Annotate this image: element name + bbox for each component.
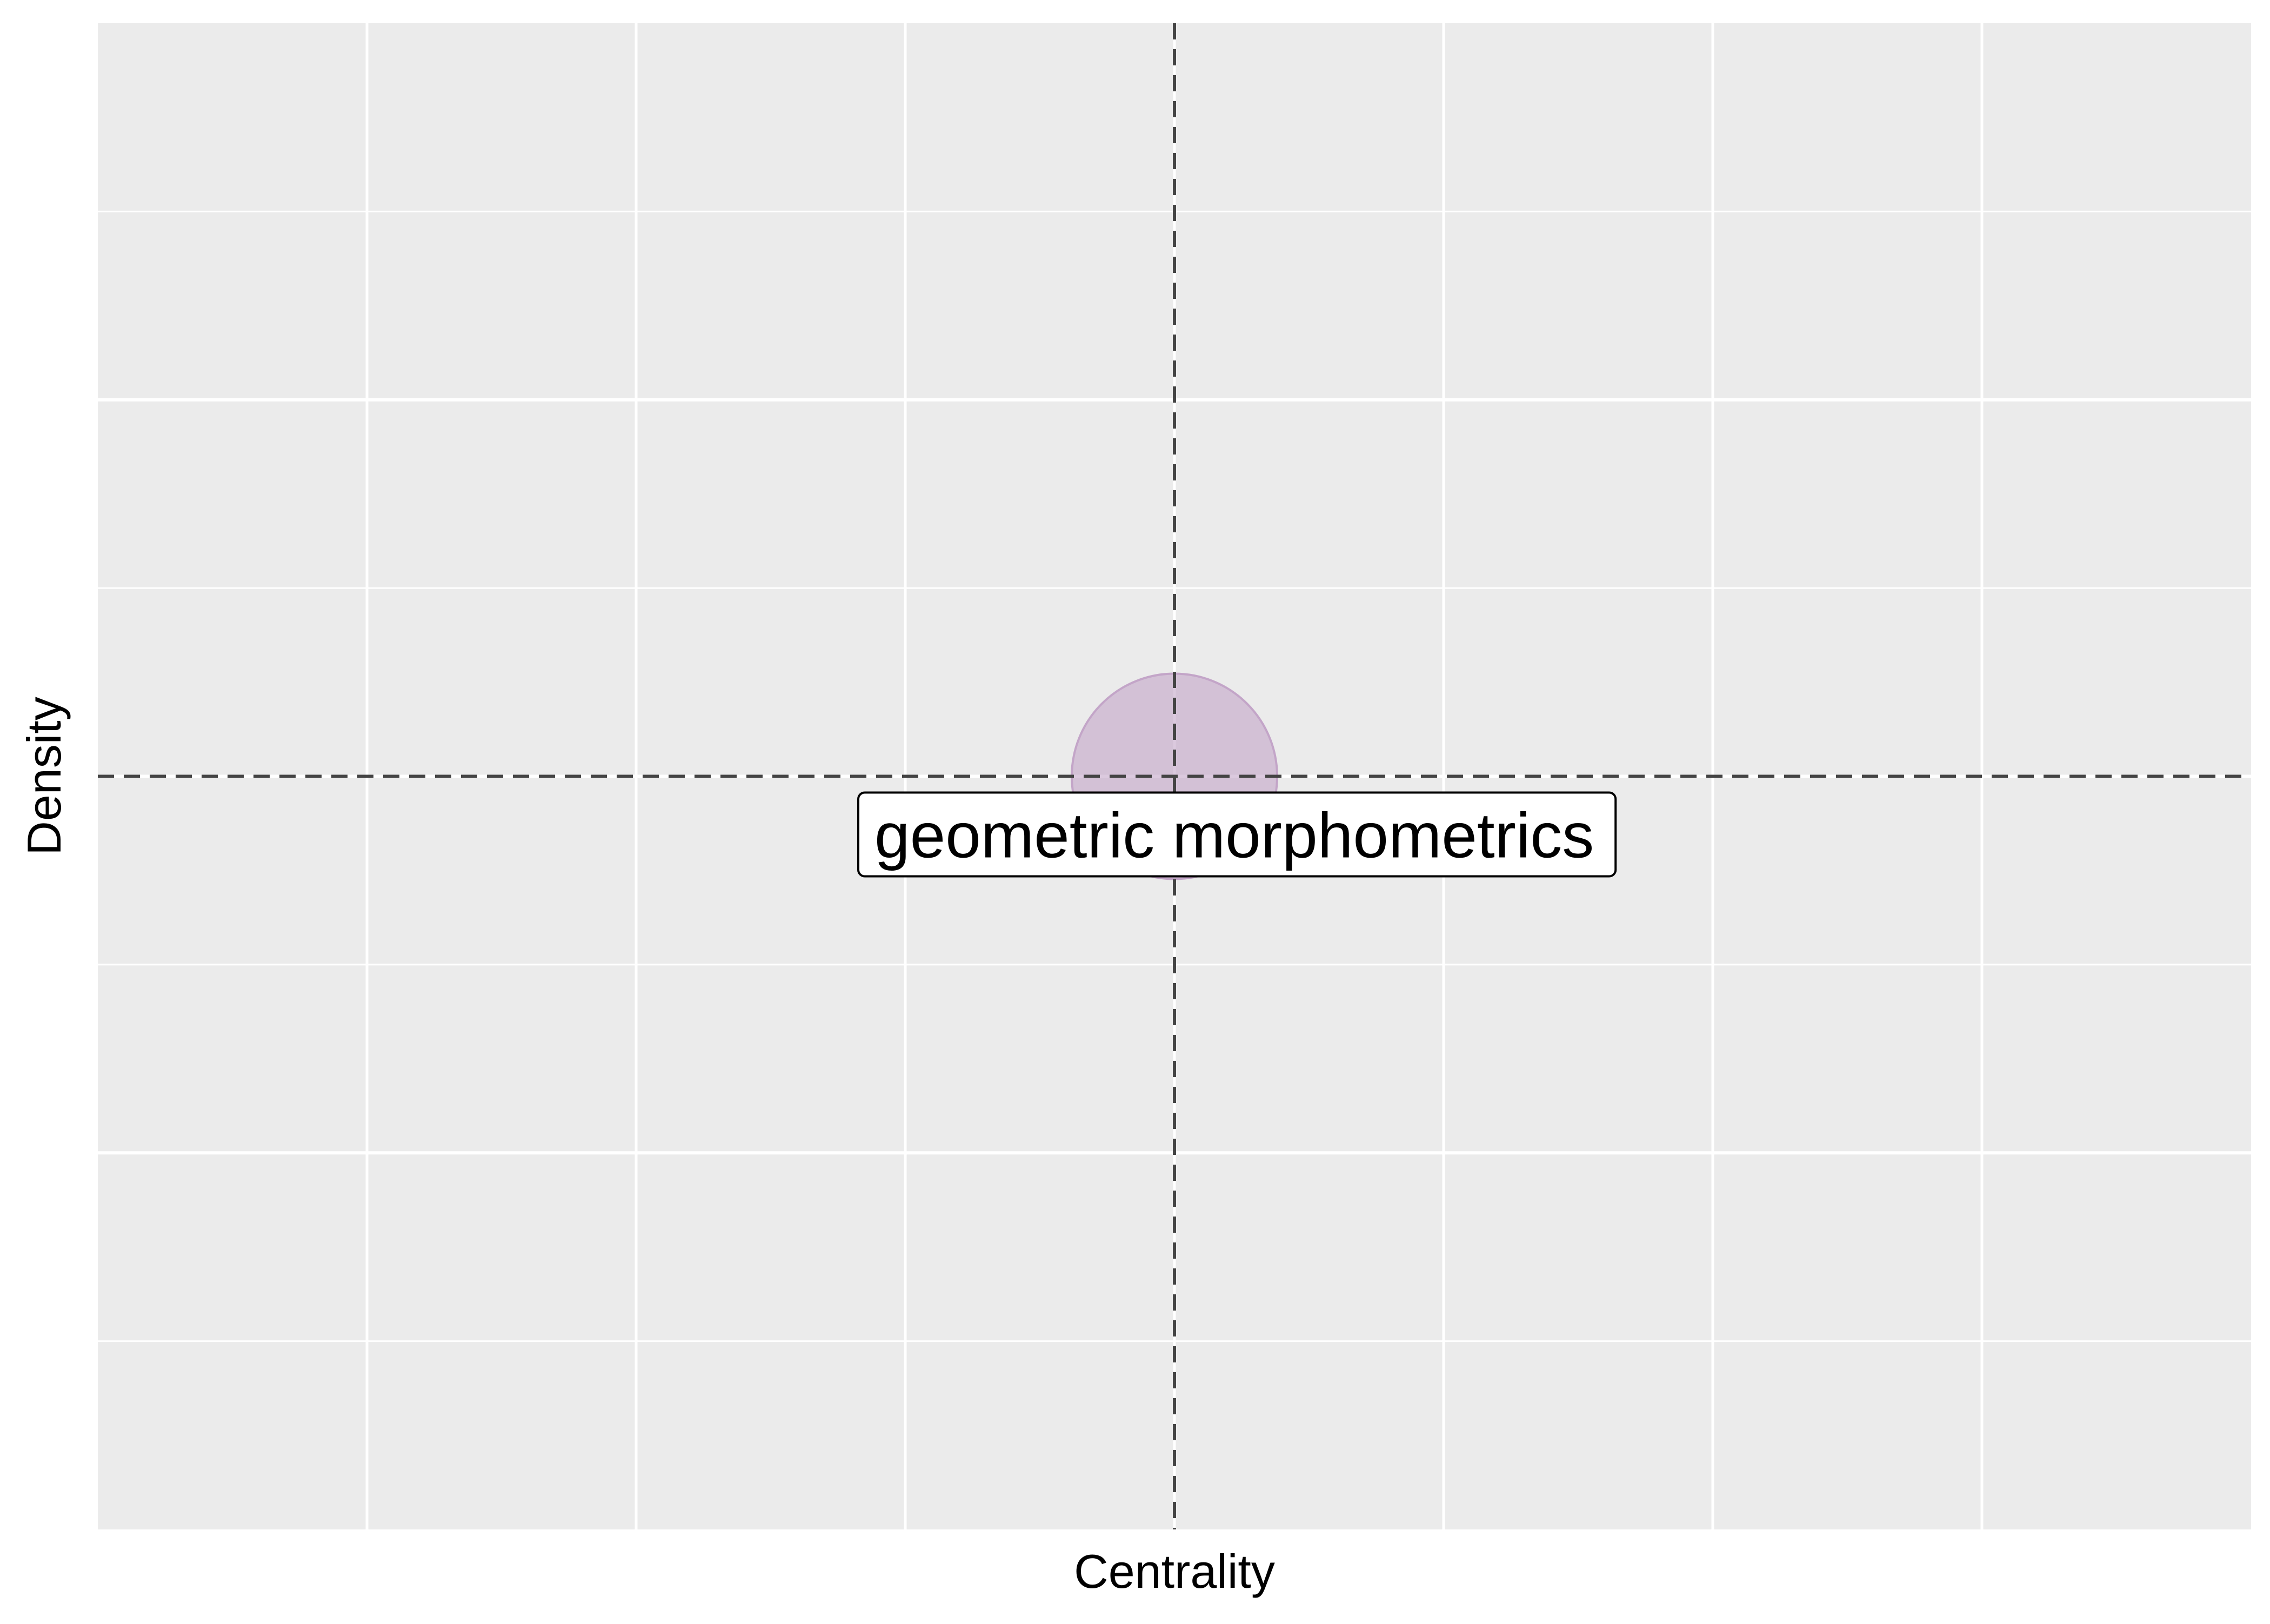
x-axis-label: Centrality xyxy=(1074,1545,1275,1598)
y-axis-label: Density xyxy=(17,697,71,855)
reference-lines xyxy=(98,23,2251,1529)
point-label-box xyxy=(857,791,1617,878)
point-labels: geometric morphometrics xyxy=(857,791,1617,878)
point-label-text: geometric morphometrics xyxy=(874,800,1594,872)
point-label: geometric morphometrics xyxy=(857,791,1617,878)
